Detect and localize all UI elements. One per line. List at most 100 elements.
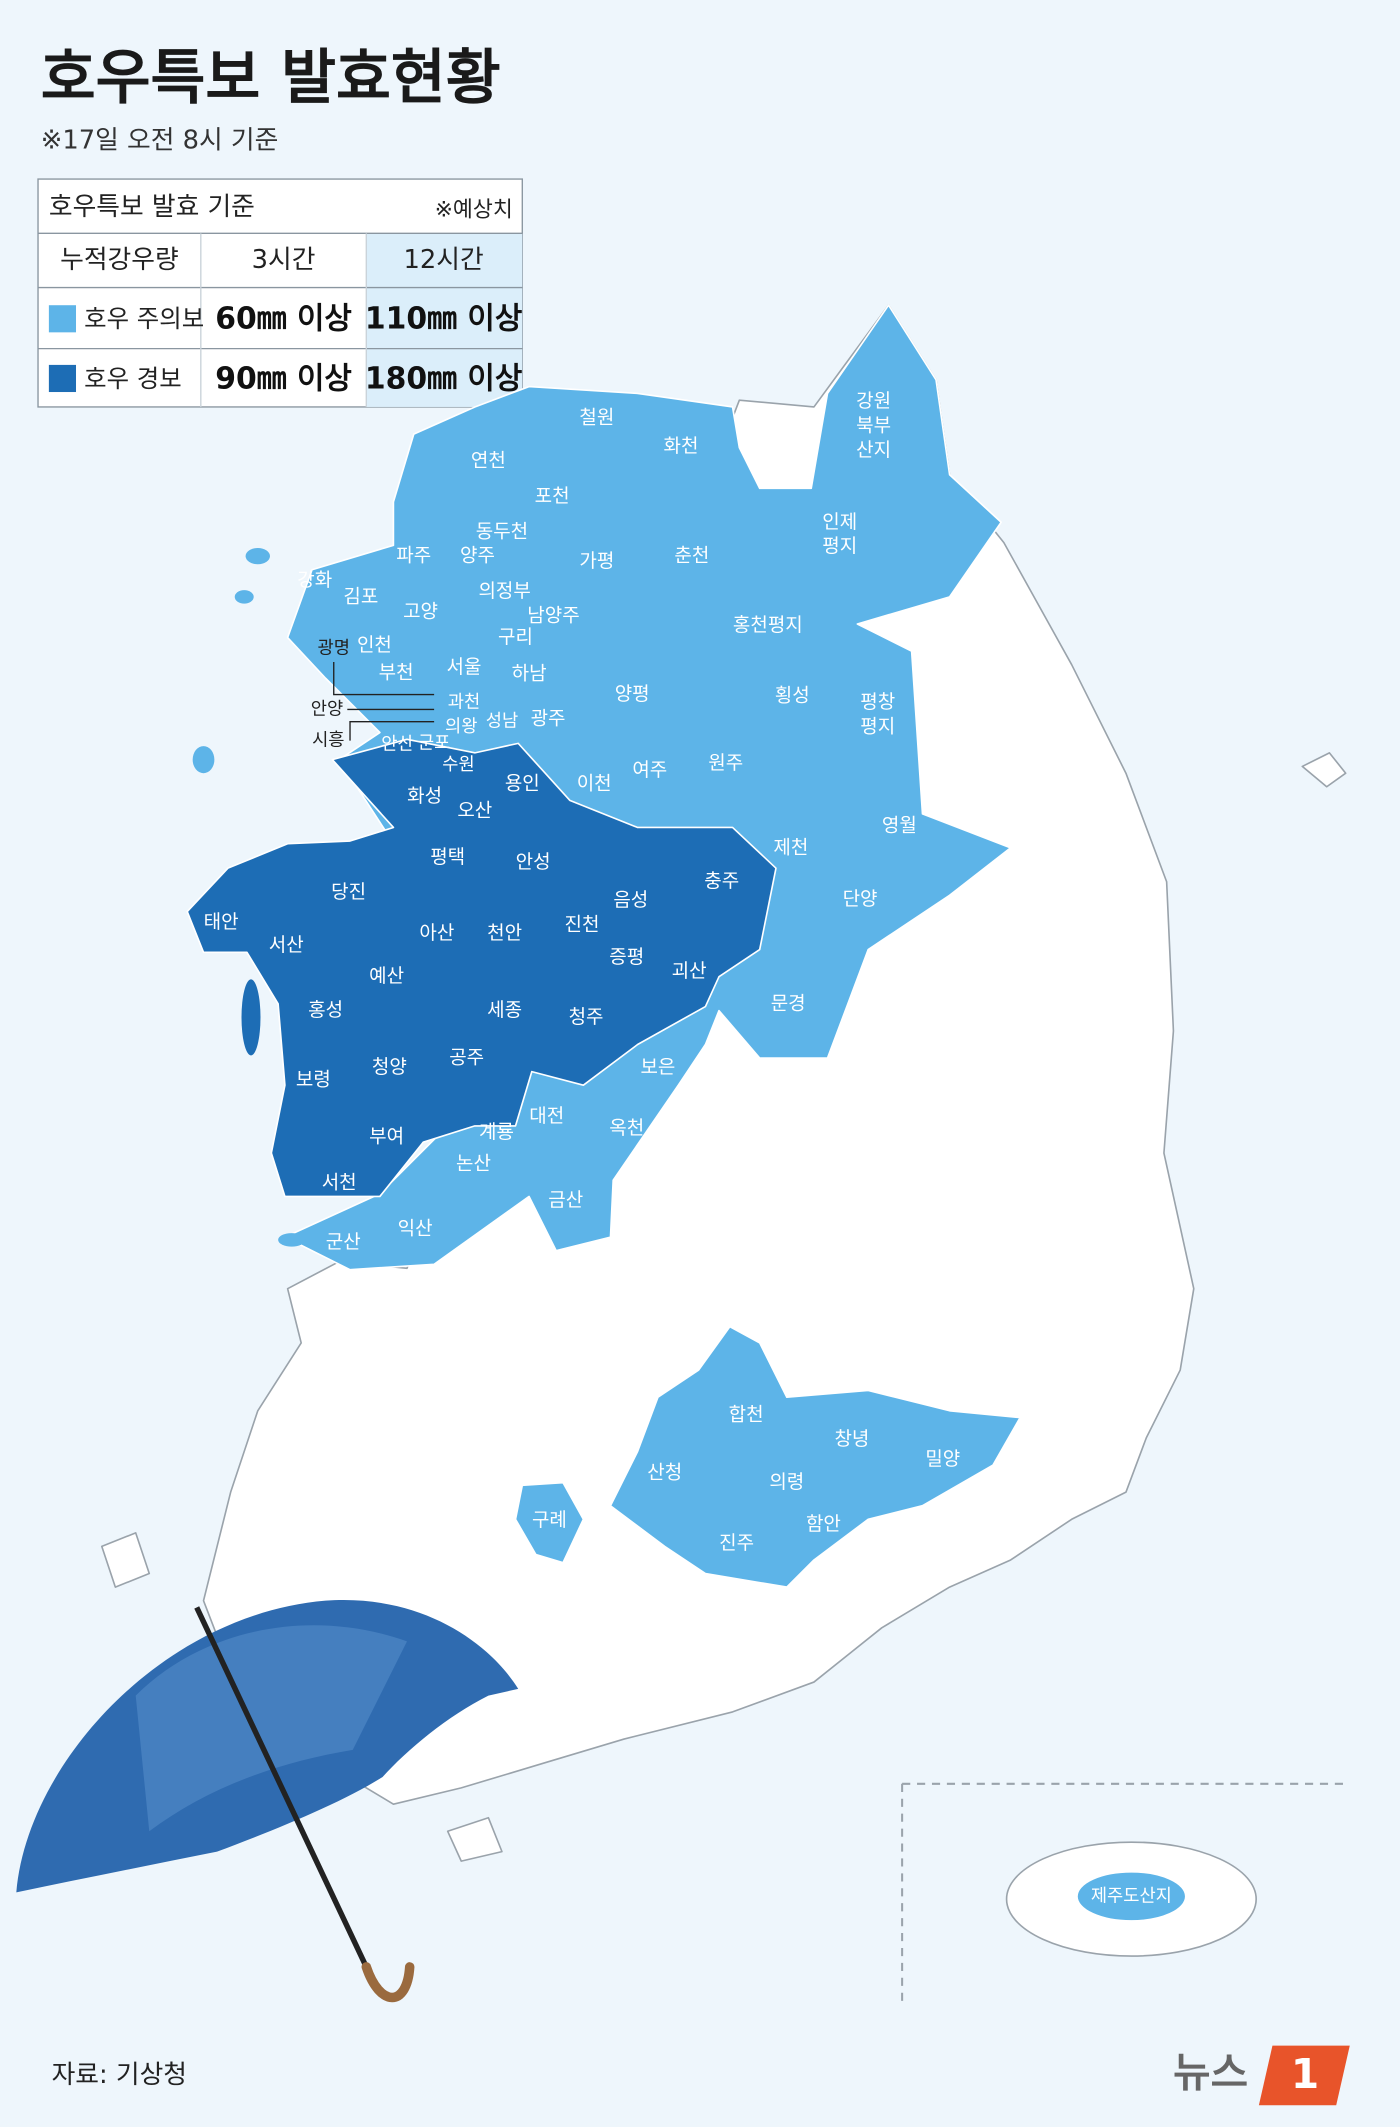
advisory-zone bbox=[514, 1481, 585, 1564]
region-label: 김포 bbox=[343, 585, 378, 607]
island bbox=[241, 979, 261, 1056]
region-label: 구리 bbox=[498, 626, 533, 648]
region-label: 옥천 bbox=[609, 1117, 644, 1139]
region-label: 용인 bbox=[505, 773, 540, 795]
region-label: 성남 bbox=[486, 711, 518, 732]
region-label: 고양 bbox=[403, 600, 438, 622]
region-label: 합천 bbox=[729, 1403, 764, 1425]
region-label: 밀양 bbox=[925, 1448, 960, 1470]
source: 자료: 기상청 bbox=[52, 2060, 187, 2090]
region-label: 수원 bbox=[442, 754, 474, 775]
region-label: 서산 bbox=[269, 934, 304, 956]
region-label: 홍천평지 bbox=[733, 614, 803, 636]
region-label: 당진 bbox=[331, 881, 366, 903]
region-label: 포천 bbox=[535, 485, 570, 507]
region-label: 이천 bbox=[577, 773, 612, 795]
region-label: 연천 bbox=[471, 450, 506, 472]
island bbox=[100, 1532, 151, 1588]
island bbox=[245, 548, 270, 565]
island bbox=[278, 1233, 306, 1247]
legend-swatch bbox=[48, 364, 77, 393]
umbrella-shaft bbox=[194, 1606, 369, 1969]
table-cell: 110㎜ 이상 bbox=[365, 302, 522, 337]
table-cell: 60㎜ 이상 bbox=[215, 302, 352, 337]
region-label: 음성 bbox=[613, 889, 648, 911]
region-label: 군포 bbox=[418, 733, 450, 753]
region-label: 함안 bbox=[806, 1513, 841, 1535]
region-label: 안산 bbox=[381, 734, 413, 755]
legend-swatch bbox=[48, 305, 77, 333]
region-label: 세종 bbox=[487, 999, 522, 1021]
leader-line bbox=[333, 661, 435, 741]
region-label: 서울 bbox=[446, 656, 481, 678]
table-caption: 호우특보 발효 기준 bbox=[49, 192, 255, 222]
region-label: 보은 bbox=[640, 1056, 675, 1078]
table-cell: 90㎜ 이상 bbox=[215, 361, 352, 396]
island bbox=[234, 590, 254, 604]
legend-label: 호우 주의보 bbox=[84, 304, 204, 333]
region-label: 금산 bbox=[548, 1189, 583, 1211]
region-label: 예산 bbox=[369, 965, 404, 987]
region-label: 북부 bbox=[856, 414, 891, 436]
region-label: 춘천 bbox=[674, 545, 709, 567]
region-label: 천안 bbox=[487, 922, 522, 944]
region-label: 하남 bbox=[512, 663, 547, 685]
region-label: 화성 bbox=[407, 785, 442, 807]
region-label: 의령 bbox=[769, 1471, 804, 1493]
region-label: 평지 bbox=[860, 716, 895, 738]
region-label: 강화 bbox=[297, 569, 332, 591]
region-label: 논산 bbox=[456, 1152, 491, 1174]
umbrella-illustration bbox=[16, 1600, 519, 2002]
region-label: 평지 bbox=[822, 535, 857, 557]
region-label: 군산 bbox=[326, 1231, 361, 1253]
region-label: 인천 bbox=[357, 634, 392, 656]
advisory-labels: 철원 화천 연천 포천 동두천 파주 양주 가평 춘천 의정부 남양주 강화 김… bbox=[297, 390, 1172, 1906]
region-label: 오산 bbox=[457, 800, 492, 822]
region-label: 산청 bbox=[647, 1462, 682, 1484]
region-label: 서천 bbox=[322, 1171, 357, 1193]
region-label: 영월 bbox=[882, 815, 917, 837]
region-label: 문경 bbox=[771, 992, 806, 1014]
title: 호우특보 발효현황 bbox=[41, 44, 501, 113]
region-label: 평창 bbox=[860, 691, 895, 713]
region-label: 태안 bbox=[204, 911, 239, 933]
column-header: 3시간 bbox=[252, 245, 316, 275]
logo-mark: 1 bbox=[1291, 2050, 1319, 2098]
region-label: 원주 bbox=[708, 752, 743, 774]
region-label: 의왕 bbox=[445, 716, 477, 737]
region-label: 창녕 bbox=[834, 1428, 869, 1450]
region-label: 단양 bbox=[843, 888, 878, 910]
region-label: 익산 bbox=[398, 1217, 433, 1239]
region-label: 대전 bbox=[529, 1105, 564, 1127]
region-label: 아산 bbox=[419, 922, 454, 944]
region-label: 보령 bbox=[296, 1068, 331, 1090]
region-label: 청주 bbox=[569, 1006, 604, 1028]
warning-zone bbox=[186, 738, 777, 1198]
region-label: 철원 bbox=[579, 406, 614, 428]
region-label: 괴산 bbox=[672, 960, 707, 982]
region-label: 제천 bbox=[773, 836, 808, 858]
region-label: 과천 bbox=[448, 692, 480, 713]
island bbox=[1301, 752, 1347, 788]
region-label: 진천 bbox=[565, 914, 600, 936]
region-label: 인제 bbox=[822, 511, 857, 533]
region-label: 안성 bbox=[516, 851, 551, 873]
inset-frame bbox=[901, 1782, 1343, 2008]
region-label: 계룡 bbox=[479, 1121, 514, 1143]
region-label: 파주 bbox=[396, 545, 431, 567]
table-note: ※예상치 bbox=[435, 197, 513, 222]
region-label: 평택 bbox=[430, 846, 465, 868]
column-header: 12시간 bbox=[404, 245, 484, 275]
island bbox=[446, 1816, 503, 1862]
region-label: 청양 bbox=[372, 1056, 407, 1078]
legend-label: 호우 경보 bbox=[84, 364, 182, 393]
subtitle: ※17일 오전 8시 기준 bbox=[41, 126, 279, 156]
umbrella-handle bbox=[361, 1962, 415, 2002]
region-label: 광주 bbox=[531, 707, 566, 729]
column-header: 누적강우량 bbox=[60, 245, 179, 275]
region-label: 홍성 bbox=[308, 999, 343, 1021]
region-label: 남양주 bbox=[527, 604, 579, 626]
region-label: 의정부 bbox=[478, 580, 530, 602]
region-label: 공주 bbox=[449, 1047, 484, 1069]
